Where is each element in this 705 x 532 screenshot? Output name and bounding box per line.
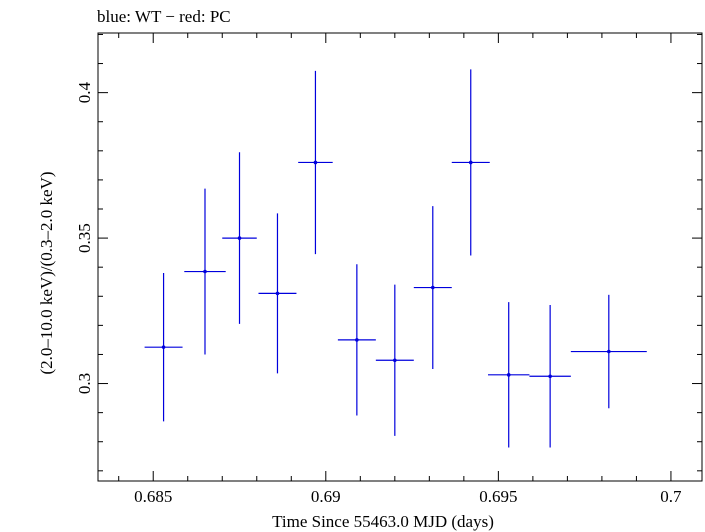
data-point xyxy=(488,302,530,448)
y-axis-label: (2.0–10.0 keV)/(0.3–2.0 keV) xyxy=(37,171,56,374)
point-marker xyxy=(355,338,359,342)
y-tick-label: 0.4 xyxy=(75,82,94,104)
chart-title: blue: WT − red: PC xyxy=(97,7,231,26)
x-tick-label: 0.695 xyxy=(479,487,517,506)
data-point xyxy=(184,188,226,355)
point-marker xyxy=(393,358,397,363)
data-point xyxy=(570,294,647,409)
data-point xyxy=(337,264,376,416)
data-point xyxy=(298,70,333,255)
x-axis-label: Time Since 55463.0 MJD (days) xyxy=(272,512,494,531)
point-marker xyxy=(203,269,207,274)
point-marker xyxy=(430,285,435,290)
data-point xyxy=(413,206,452,369)
plot-frame xyxy=(97,32,703,482)
point-marker xyxy=(607,349,611,354)
y-tick-label: 0.3 xyxy=(75,373,94,394)
data-series xyxy=(144,69,647,448)
data-point xyxy=(529,305,571,448)
point-marker xyxy=(275,291,280,296)
data-point xyxy=(375,284,414,436)
y-tick-label: 0.35 xyxy=(75,223,94,253)
data-point xyxy=(451,69,490,256)
point-marker xyxy=(506,373,511,377)
data-point xyxy=(258,213,297,374)
y-axis-ticks xyxy=(98,33,702,472)
point-marker xyxy=(237,236,242,240)
x-tick-label: 0.7 xyxy=(660,487,682,506)
point-marker xyxy=(548,374,552,379)
x-axis-ticks xyxy=(118,33,672,481)
y-axis-tick-labels: 0.3 0.35 0.4 xyxy=(75,82,94,395)
point-marker xyxy=(313,160,318,165)
x-axis-tick-labels: 0.685 0.69 0.695 0.7 xyxy=(134,487,682,506)
data-point xyxy=(144,273,183,422)
x-tick-label: 0.685 xyxy=(134,487,172,506)
x-tick-label: 0.69 xyxy=(311,487,341,506)
point-marker xyxy=(468,160,473,165)
data-point xyxy=(222,152,257,324)
point-marker xyxy=(161,345,166,349)
